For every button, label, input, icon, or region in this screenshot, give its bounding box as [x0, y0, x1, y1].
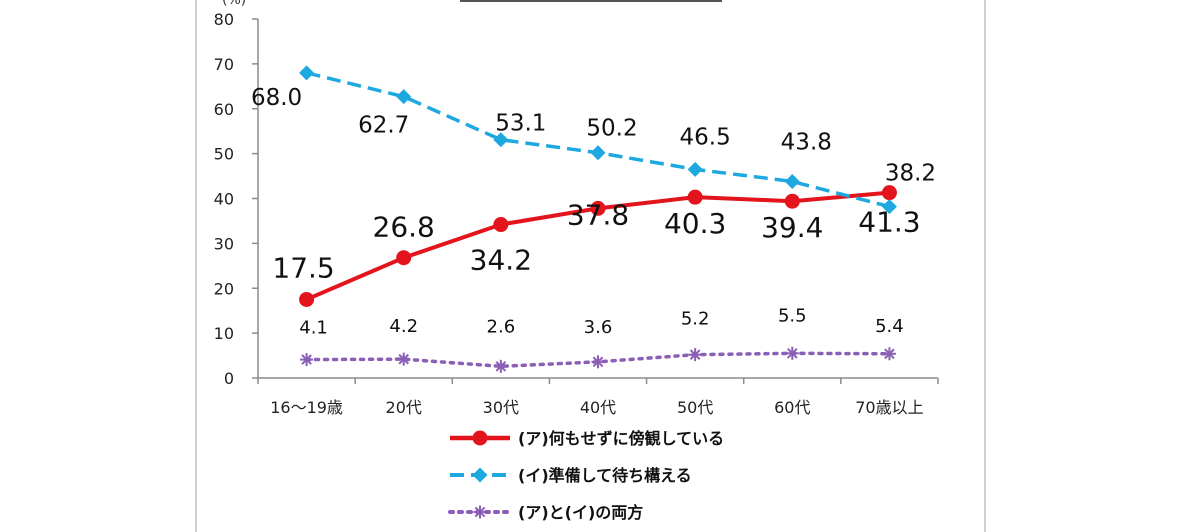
marker-circle	[493, 217, 509, 233]
x-tick-label: 40代	[580, 398, 616, 417]
marker-asterisk	[785, 346, 799, 360]
marker-circle	[396, 250, 412, 266]
marker-asterisk-stroke	[474, 506, 486, 518]
y-tick-label: 70	[214, 55, 234, 74]
data-label: 5.4	[875, 316, 904, 337]
legend: (ア)何もせずに傍観している (イ)準備して待ち構える (ア)と(イ)の両方	[448, 429, 724, 522]
marker-asterisk-stroke	[301, 354, 312, 365]
x-tick-label: 70歳以上	[855, 398, 923, 417]
marker-diamond	[881, 199, 897, 215]
data-label: 40.3	[664, 207, 726, 240]
data-label: 5.2	[681, 309, 710, 330]
marker-asterisk	[397, 352, 411, 366]
marker-circle	[590, 200, 606, 216]
marker-asterisk	[494, 359, 508, 373]
marker-circle	[472, 430, 488, 446]
legend-label: (ア)と(イ)の両方	[518, 503, 643, 522]
y-tick-label: 20	[214, 279, 234, 298]
data-label: 5.5	[778, 305, 807, 326]
legend-label: (ア)何もせずに傍観している	[518, 429, 724, 448]
x-tick-label: 16〜19歳	[270, 398, 343, 417]
data-labels: 17.5 26.8 34.2 37.8 40.3 39.4 41.3 68.0 62.7 53.1…	[251, 85, 936, 339]
data-label: 43.8	[781, 129, 832, 155]
y-tick-label: 0	[224, 369, 234, 388]
data-label: 41.3	[858, 206, 920, 239]
marker-circle	[784, 193, 800, 209]
data-label: 46.5	[680, 124, 731, 150]
series-markers	[299, 65, 897, 373]
marker-asterisk-stroke	[786, 348, 798, 359]
axes: 0 10 20 30 40 50 60 70 80 16〜19歳 20代 30代 40代 50代 60代 70…	[214, 10, 939, 417]
marker-circle	[299, 291, 315, 307]
data-label: 4.1	[299, 318, 328, 339]
x-tick-label: 60代	[774, 398, 810, 417]
data-label: 4.2	[389, 316, 418, 337]
y-tick-label: 60	[214, 100, 234, 119]
y-tick-label: 10	[214, 324, 234, 343]
y-tick-label: 50	[214, 145, 234, 164]
data-label: 53.1	[495, 111, 546, 137]
marker-asterisk	[300, 353, 314, 367]
marker-asterisk-stroke	[495, 361, 507, 372]
marker-diamond	[784, 173, 800, 189]
data-label: 62.7	[358, 113, 409, 139]
marker-asterisk-stroke	[884, 348, 895, 360]
marker-circle	[881, 185, 897, 201]
y-tick-label: 30	[214, 234, 234, 253]
marker-asterisk-stroke	[398, 353, 410, 365]
data-label: 2.6	[487, 316, 516, 337]
data-label: 26.8	[373, 211, 435, 244]
data-label: 39.4	[761, 211, 823, 244]
data-label: 50.2	[586, 116, 637, 142]
marker-asterisk	[882, 347, 896, 361]
marker-circle	[687, 189, 703, 205]
marker-asterisk	[591, 355, 605, 369]
data-label: 37.8	[567, 198, 629, 231]
data-label: 38.2	[885, 161, 936, 187]
marker-diamond	[396, 89, 412, 105]
marker-diamond	[493, 132, 509, 148]
data-label: 34.2	[470, 244, 532, 277]
marker-diamond	[299, 65, 315, 81]
x-tick-label: 20代	[386, 398, 422, 417]
marker-asterisk	[473, 505, 487, 519]
data-label: 17.5	[272, 251, 334, 284]
title-remnant	[460, 0, 722, 2]
marker-asterisk	[688, 348, 702, 362]
marker-asterisk-stroke	[689, 349, 701, 360]
legend-label: (イ)準備して待ち構える	[518, 466, 692, 485]
marker-diamond	[472, 467, 488, 483]
x-tick-label: 50代	[677, 398, 713, 417]
y-tick-label: 80	[214, 10, 234, 29]
data-label: 68.0	[251, 85, 302, 111]
data-label: 3.6	[584, 317, 613, 338]
marker-asterisk-stroke	[592, 356, 604, 368]
y-tick-label: 40	[214, 190, 234, 209]
unit-label-remnant: (%)	[222, 0, 246, 8]
x-tick-label: 30代	[483, 398, 519, 417]
marker-diamond	[590, 145, 606, 161]
marker-diamond	[687, 161, 703, 177]
